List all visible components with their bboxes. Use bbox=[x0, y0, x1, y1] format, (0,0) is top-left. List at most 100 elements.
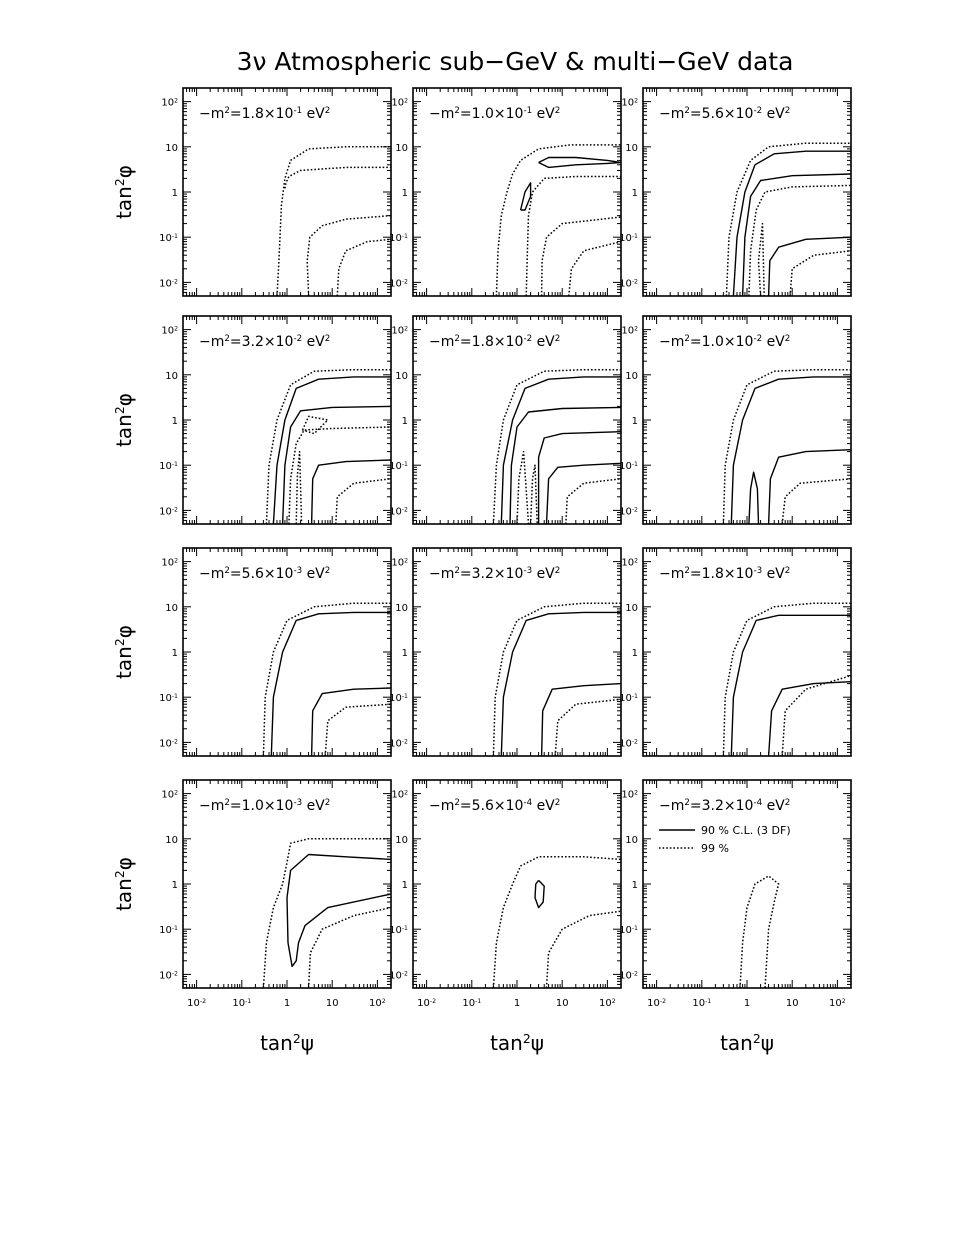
y-tick-label: 10 bbox=[165, 371, 178, 382]
y-tick-mantissa: 10 bbox=[395, 603, 408, 614]
mass-label-prefix: −m bbox=[199, 798, 224, 814]
mass-label-unit: eV bbox=[307, 798, 326, 814]
y-tick-label: 10 bbox=[625, 371, 638, 382]
y-tick-label: 102 bbox=[161, 557, 178, 569]
y-tick-label: 10-1 bbox=[389, 233, 408, 245]
contour-99-dotted bbox=[336, 238, 391, 296]
contour-90-solid bbox=[730, 376, 851, 524]
contour-90-solid bbox=[270, 611, 391, 756]
contour-99-dotted bbox=[307, 906, 391, 988]
y-tick-label: 10 bbox=[625, 603, 638, 614]
y-tick-mantissa: 1 bbox=[632, 880, 638, 891]
y-tick-label: 102 bbox=[621, 557, 638, 569]
contour-99-dotted bbox=[288, 426, 391, 524]
y-tick-label: 10-1 bbox=[159, 233, 178, 245]
y-axis-label-sup: 2 bbox=[112, 638, 127, 646]
contour-99-dotted bbox=[781, 478, 851, 524]
contour-90-solid bbox=[534, 879, 545, 909]
y-tick-label: 1 bbox=[632, 416, 638, 427]
x-tick-label: 10 bbox=[326, 998, 339, 1009]
contour-99-dotted bbox=[284, 166, 391, 189]
y-tick-exponent: -2 bbox=[402, 738, 408, 745]
x-tick-label: 10 bbox=[556, 998, 569, 1009]
x-tick-label: 102 bbox=[599, 998, 616, 1010]
y-tick-mantissa: 1 bbox=[632, 416, 638, 427]
y-tick-exponent: 2 bbox=[404, 557, 408, 564]
mass-label-prefix-sup: 2 bbox=[454, 566, 460, 576]
y-tick-label: 10-1 bbox=[619, 925, 638, 937]
mass-label-times-ten: ×10 bbox=[724, 798, 754, 814]
contour-90-solid bbox=[310, 459, 391, 524]
mass-label-equals: = bbox=[230, 566, 242, 582]
y-axis-label-base: tan bbox=[112, 878, 136, 911]
mass-label-unit: eV bbox=[537, 106, 556, 122]
mass-label-equals: = bbox=[460, 106, 472, 122]
contour-99-dotted bbox=[565, 478, 621, 524]
y-tick-label: 10 bbox=[165, 835, 178, 846]
y-tick-mantissa: 10 bbox=[619, 693, 632, 704]
y-axis-label-sup: 2 bbox=[112, 406, 127, 414]
contour-99-dotted bbox=[545, 910, 621, 988]
panel-mass-label: −m2=3.2×10-4 eV2 bbox=[659, 798, 790, 814]
mass-label-prefix-sup: 2 bbox=[224, 566, 230, 576]
y-tick-mantissa: 10 bbox=[391, 790, 404, 801]
y-axis-label: tan2φ bbox=[112, 165, 137, 219]
y-tick-label: 1 bbox=[402, 648, 408, 659]
x-axis-label: tan2ψ bbox=[260, 1031, 314, 1056]
y-tick-exponent: -2 bbox=[172, 970, 178, 977]
mass-label-times-ten: ×10 bbox=[494, 334, 524, 350]
y-tick-label: 10-2 bbox=[619, 278, 638, 290]
panel-mass-label: −m2=5.6×10-4 eV2 bbox=[429, 798, 560, 814]
y-axis-label-symbol: φ bbox=[112, 625, 136, 638]
y-tick-mantissa: 10 bbox=[165, 371, 178, 382]
contour-group bbox=[276, 146, 391, 296]
contour-90-solid bbox=[500, 611, 621, 756]
x-tick-label: 102 bbox=[829, 998, 846, 1010]
contour-99-dotted bbox=[757, 222, 765, 296]
contour-90-solid bbox=[741, 173, 851, 296]
x-tick-label: 1 bbox=[284, 998, 290, 1009]
mass-label-times-ten: ×10 bbox=[264, 334, 294, 350]
mass-label-prefix: −m bbox=[659, 798, 684, 814]
contour-group bbox=[492, 856, 621, 988]
y-axis-label: tan2φ bbox=[112, 393, 137, 447]
y-tick-mantissa: 1 bbox=[172, 416, 178, 427]
contour-group bbox=[739, 875, 780, 988]
contour-99-dotted bbox=[492, 856, 621, 988]
mass-label-equals: = bbox=[460, 566, 472, 582]
contour-99-dotted bbox=[516, 450, 530, 524]
mass-label-prefix: −m bbox=[199, 106, 224, 122]
y-tick-mantissa: 1 bbox=[172, 188, 178, 199]
y-tick-label: 1 bbox=[402, 416, 408, 427]
mass-label-mantissa: 1.8 bbox=[242, 106, 264, 122]
mass-label-times-ten: ×10 bbox=[724, 334, 754, 350]
contour-90-solid bbox=[286, 853, 391, 968]
x-axis-label-base: tan bbox=[720, 1031, 753, 1055]
x-tick-label: 10-1 bbox=[232, 998, 251, 1010]
y-tick-label: 10 bbox=[625, 835, 638, 846]
x-tick-mantissa: 10 bbox=[692, 998, 705, 1009]
y-tick-label: 10-1 bbox=[389, 461, 408, 473]
contour-99-dotted bbox=[789, 250, 851, 296]
y-tick-label: 10 bbox=[165, 143, 178, 154]
contour-group bbox=[265, 368, 391, 524]
y-tick-mantissa: 10 bbox=[165, 143, 178, 154]
contour-group bbox=[722, 602, 851, 756]
mass-label-times-ten: ×10 bbox=[264, 106, 294, 122]
mass-label-mantissa: 3.2 bbox=[242, 334, 264, 350]
y-tick-mantissa: 10 bbox=[159, 970, 172, 981]
mass-label-unit: eV bbox=[537, 798, 556, 814]
mass-label-prefix: −m bbox=[429, 566, 454, 582]
contour-99-dotted bbox=[540, 216, 621, 296]
panel-mass-label: −m2=3.2×10-2 eV2 bbox=[199, 334, 330, 350]
y-tick-label: 102 bbox=[391, 557, 408, 569]
x-tick-label: 10-1 bbox=[692, 998, 711, 1010]
y-tick-mantissa: 10 bbox=[395, 835, 408, 846]
y-tick-exponent: -2 bbox=[172, 278, 178, 285]
x-axis-label-sup: 2 bbox=[293, 1031, 301, 1046]
y-tick-label: 10-2 bbox=[159, 506, 178, 518]
